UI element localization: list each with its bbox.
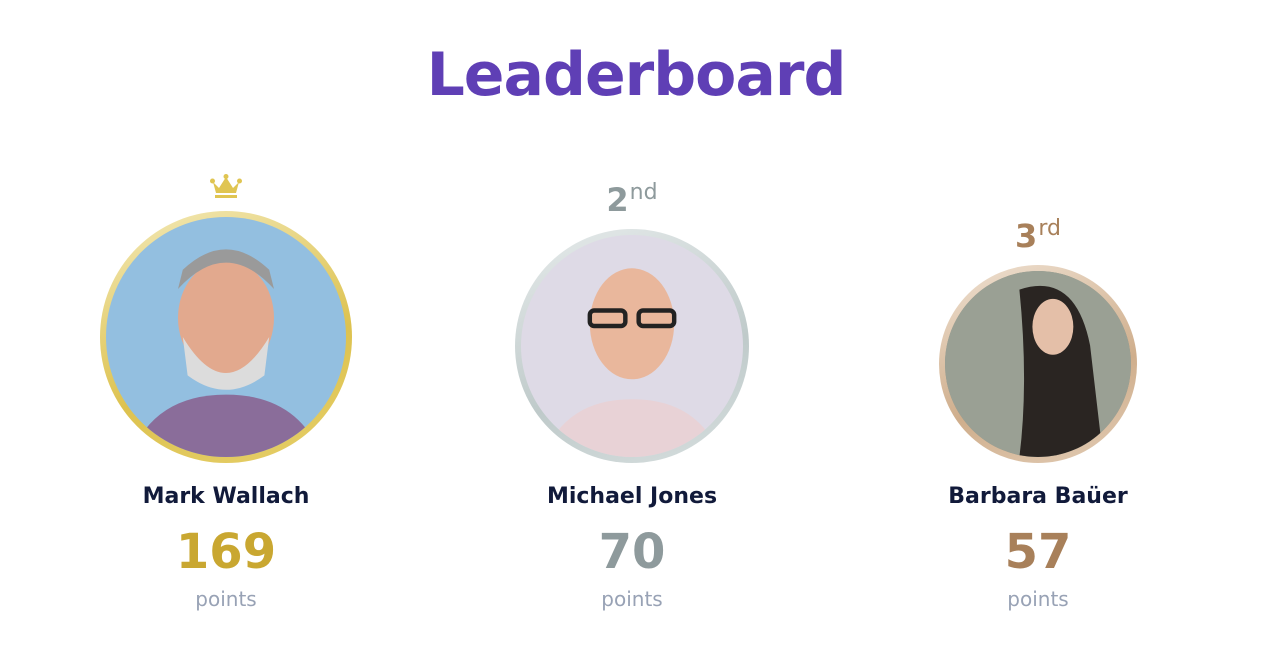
leaderboard-entry-2: 2nd Michael Jones 70 points — [432, 0, 832, 664]
leaderboard-entry-3: 3rd Barbara Baüer 57 points — [838, 0, 1238, 664]
rank-label: 2nd — [432, 180, 832, 219]
player-score: 169 — [175, 524, 277, 580]
player-name: Michael Jones — [546, 484, 718, 509]
rank-number: 2 — [606, 181, 629, 219]
player-score: 57 — [1004, 524, 1072, 580]
rank-suffix: rd — [1038, 216, 1061, 241]
avatar-ring — [515, 229, 749, 463]
player-name: Barbara Baüer — [948, 484, 1128, 509]
score-unit: points — [1007, 587, 1069, 611]
avatar[interactable] — [521, 235, 743, 457]
avatar-ring — [939, 265, 1137, 463]
player-name: Mark Wallach — [142, 484, 310, 509]
rank-number: 3 — [1015, 217, 1038, 255]
rank-label: 3rd — [838, 216, 1238, 255]
player-score: 70 — [598, 524, 666, 580]
leaderboard-entry-1: Mark Wallach 169 points — [26, 0, 426, 664]
avatar[interactable] — [106, 217, 346, 457]
avatar[interactable] — [945, 271, 1131, 457]
score-unit: points — [601, 587, 663, 611]
crown-icon — [210, 174, 242, 198]
score-unit: points — [195, 587, 257, 611]
avatar-ring — [100, 211, 352, 463]
rank-suffix: nd — [629, 180, 658, 205]
page-title: Leaderboard — [426, 40, 847, 110]
